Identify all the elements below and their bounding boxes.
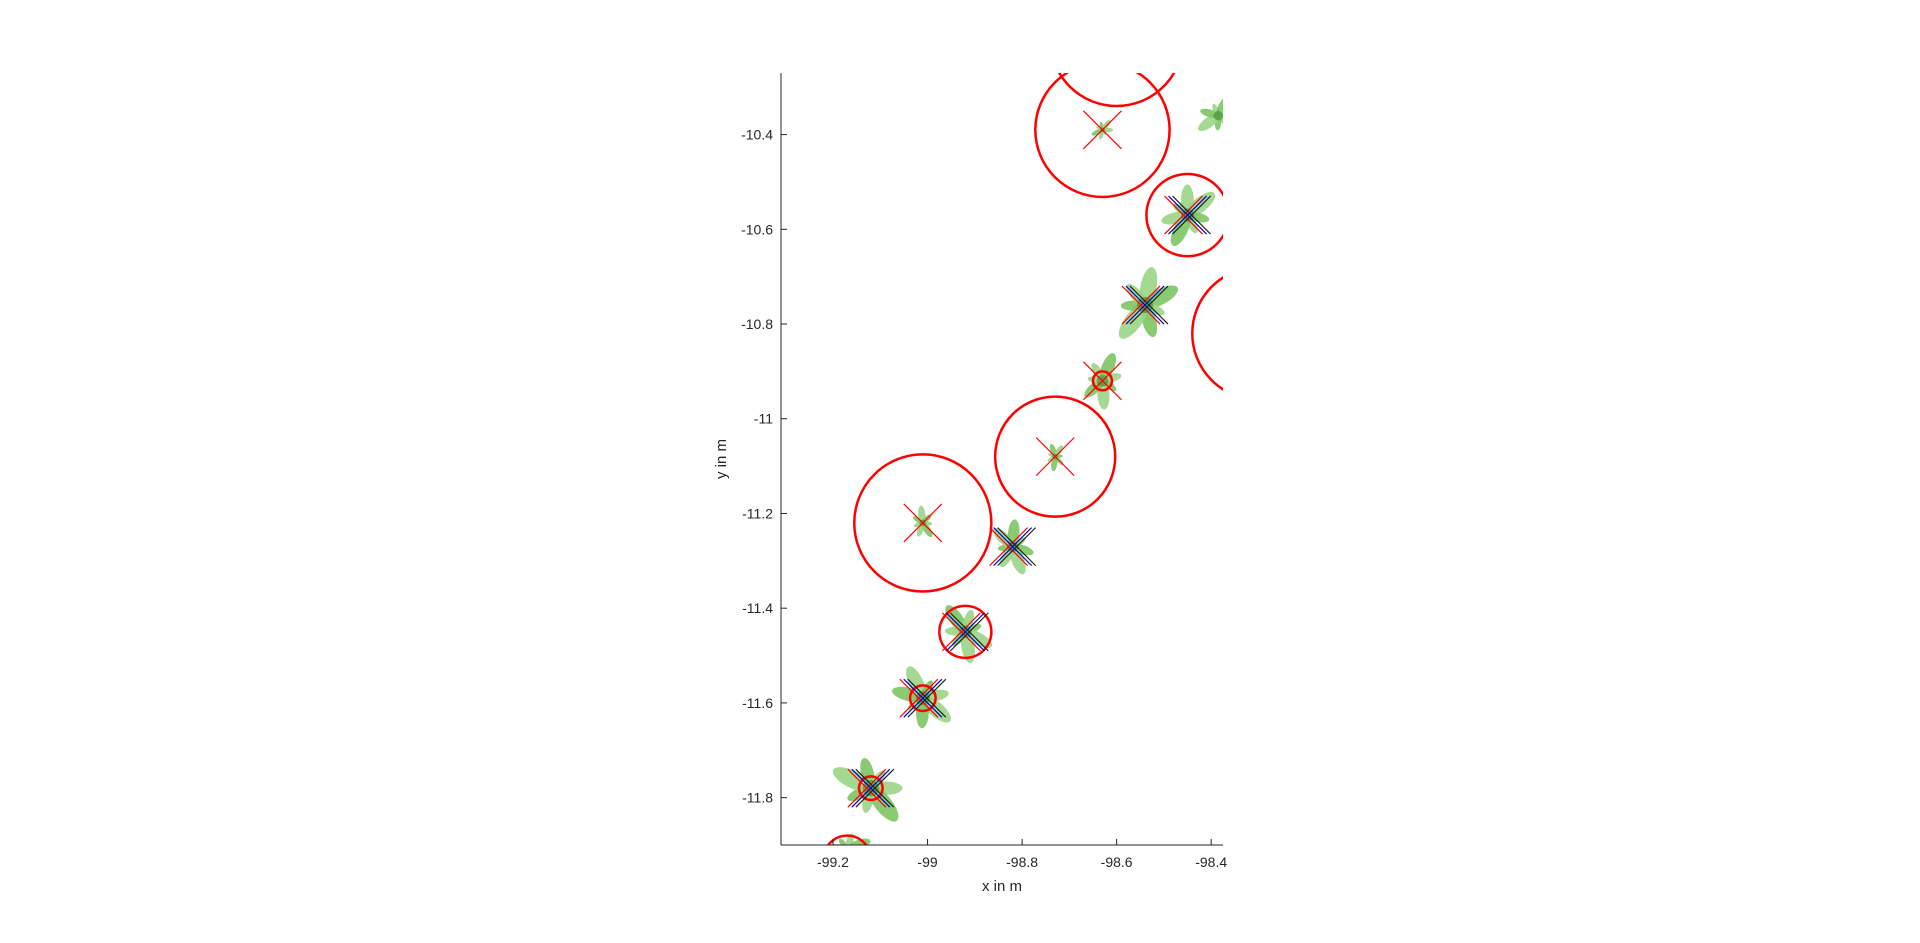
detection-circle [1191,276,1223,391]
detection-cross [1035,437,1075,477]
x-ticks: -99.2 -99 -98.8 -98.6 -98.4 [817,839,1227,870]
detection-cross [847,768,895,808]
detection-circle [1145,172,1223,258]
detection-cross [989,527,1037,567]
detection-cross [899,678,947,718]
detection-cross [941,612,989,652]
plot-area [823,73,1223,845]
detection-circle [993,395,1117,518]
detection-cross [903,503,943,543]
y-tick-label: -11.8 [742,790,773,806]
y-tick-label: -11.4 [742,600,773,616]
detection-cross [1083,361,1122,401]
detection-circle [853,453,993,593]
x-tick-label: -99 [917,854,937,870]
y-tick-label: -11.2 [742,505,773,521]
detection-circle [938,604,993,660]
x-axis-label: x in m [982,878,1022,895]
y-tick-label: -11 [754,411,773,427]
detection-circle [857,775,884,802]
y-tick-label: -10.4 [741,127,773,143]
detection-circle [1034,73,1171,199]
axes: -99.2 -99 -98.8 -98.6 -98.4 -10.4-10.6-10.8-… [741,73,1227,870]
detection-cross [1121,285,1169,325]
circles-layer [826,73,1223,845]
detection-circle [826,834,868,845]
y-tick-label: -10.6 [741,221,773,237]
y-axis-label: y in m [713,439,730,479]
y-ticks: -10.4 -10.6 -10.8 -11 -11.2 -11.4 -11.6 -11.8 [741,127,787,806]
crosses-layer [847,110,1211,808]
detection-circle [908,684,937,713]
detection-circle [1091,370,1114,392]
detection-cross [1083,110,1122,150]
detection-cross [1164,195,1211,235]
x-tick-label: -98.6 [1101,854,1133,870]
x-tick-label: -98.4 [1195,854,1227,870]
x-tick-label: -99.2 [817,854,849,870]
y-tick-label: -11.6 [742,695,773,711]
x-tick-label: -98.8 [1006,854,1038,870]
detection-circle [1057,73,1176,108]
y-tick-label: -10.8 [741,316,773,332]
plant-marker [1198,95,1223,132]
